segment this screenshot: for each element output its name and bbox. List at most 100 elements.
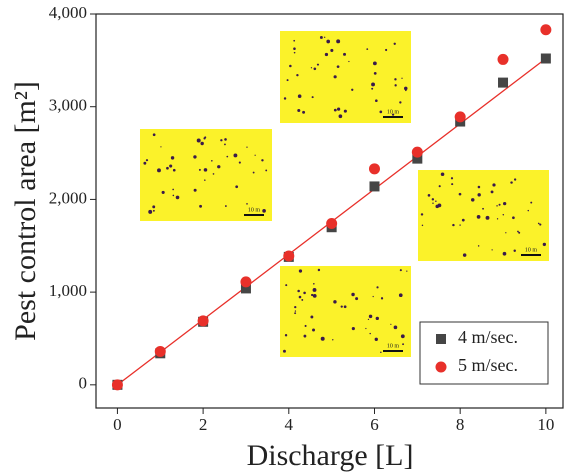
droplet [170,156,175,160]
droplet [311,293,314,297]
droplet [399,269,402,272]
droplet [312,293,317,298]
droplet [432,202,434,204]
droplet [333,75,337,79]
droplet [320,336,325,341]
droplet [462,253,467,257]
droplet [313,282,315,285]
droplet [539,223,542,226]
droplet [438,185,441,188]
droplet [451,183,454,186]
droplet [537,222,540,225]
droplet [348,60,350,63]
droplet [326,39,331,44]
point [197,315,209,327]
droplet [317,268,321,272]
droplet [252,171,255,174]
droplet [406,270,408,272]
droplet [286,79,289,82]
droplet [143,161,147,165]
droplet [394,84,397,87]
droplet [376,286,379,289]
droplet [204,179,206,181]
droplet [319,36,323,39]
droplet [505,232,507,234]
droplet [477,185,481,189]
droplet [512,216,515,220]
x-axis-label: Discharge [L] [247,439,414,472]
droplet [235,185,239,189]
droplet [312,328,316,332]
scale-label: 10 m [387,109,400,115]
point [154,345,166,357]
point [540,24,552,36]
droplet [510,181,513,184]
droplet [459,224,461,226]
droplet [476,215,481,219]
droplet [220,139,223,142]
droplet [343,109,347,113]
droplet [203,168,208,172]
droplet [293,47,296,50]
droplet [224,143,226,146]
droplet [297,94,302,98]
droplet [498,203,501,206]
droplet [420,213,424,216]
point [454,111,466,123]
scale-label: 10 m [525,247,538,253]
droplet [470,198,475,202]
droplet [380,297,384,300]
droplet [393,42,396,45]
droplet [400,334,405,339]
droplet [517,230,519,233]
droplet [338,114,343,119]
droplet [312,288,317,292]
droplet [172,188,174,191]
droplet [301,298,304,301]
droplet [491,249,493,251]
droplet [336,65,340,69]
point [498,77,509,88]
droplet [294,312,297,315]
point [412,153,423,164]
droplet [196,138,201,143]
y-tick-label: 3,000 [49,96,87,115]
droplet [193,155,197,159]
droplet [333,108,337,112]
droplet [518,231,521,234]
point [111,379,123,391]
droplet [431,198,435,201]
droplet [316,63,320,66]
point [326,218,338,230]
droplet [399,101,402,104]
droplet [332,339,334,341]
x-tick-label: 0 [113,415,122,434]
scale-label: 10 m [248,207,261,213]
droplet [233,153,238,158]
x-tick-label: 2 [199,415,208,434]
y-tick-label: 4,000 [49,3,87,22]
droplet [340,305,343,308]
droplet [172,194,175,197]
droplet [371,87,374,90]
droplet [542,242,547,247]
droplet [371,82,375,87]
droplet [398,293,403,298]
droplet [394,78,397,81]
droplet [461,218,465,222]
droplet [437,203,442,208]
plot-frame [95,13,564,409]
droplet [374,337,378,341]
point [368,163,380,175]
droplet [193,188,197,192]
droplet [302,110,306,114]
droplet [343,305,347,309]
droplet [440,172,445,177]
droplet [375,99,378,103]
droplet [405,89,407,92]
droplet [246,146,248,148]
droplet [369,332,371,335]
droplet [293,51,296,54]
droplet [224,138,227,141]
